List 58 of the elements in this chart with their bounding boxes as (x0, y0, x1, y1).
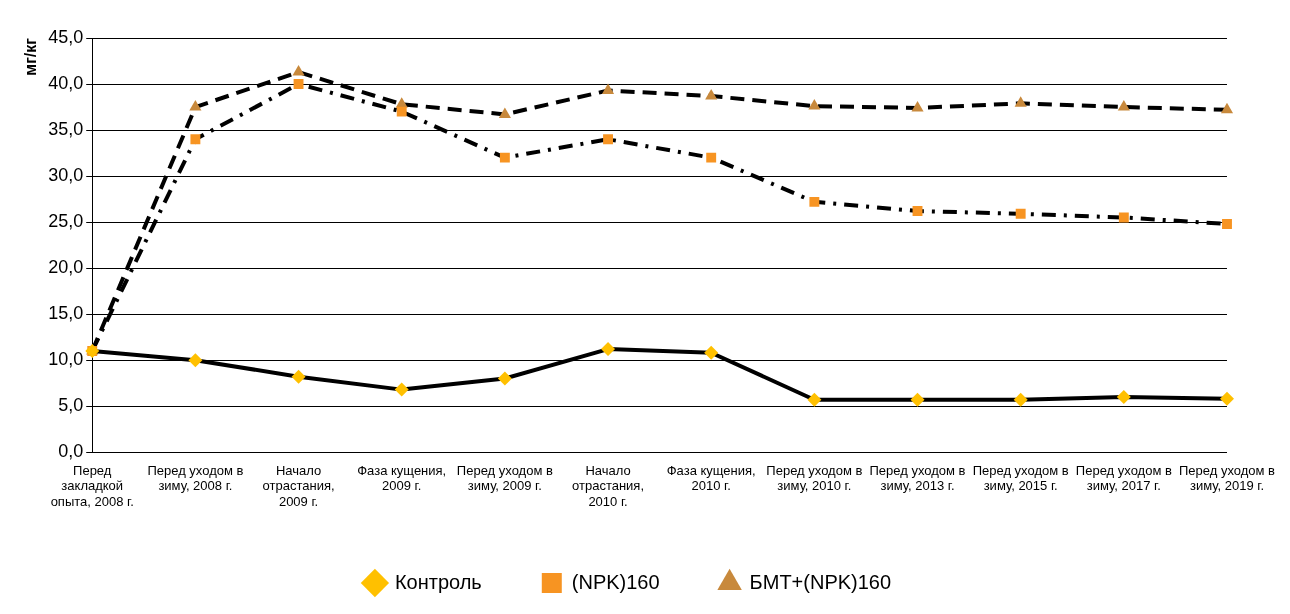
y-tick-label: 35,0 (48, 119, 84, 140)
y-tick-label: 0,0 (58, 441, 84, 462)
point (498, 107, 511, 118)
point (807, 392, 822, 407)
y-axis-title: мг/кг (22, 37, 40, 76)
point (394, 382, 409, 397)
point (1222, 218, 1232, 229)
x-tick-label: Начало отрастания, 2009 г. (262, 462, 335, 509)
point (189, 100, 202, 111)
point (1118, 212, 1129, 223)
point (1219, 391, 1234, 406)
y-tick-label: 5,0 (58, 395, 84, 416)
point (190, 134, 201, 145)
point (911, 100, 924, 112)
y-tick-label: 15,0 (48, 303, 84, 324)
point (188, 353, 203, 368)
y-tick-label: 10,0 (48, 349, 84, 370)
x-tick-label: Перед уходом в зиму, 2013 г. (869, 462, 966, 494)
x-tick-label: Фаза кущения, 2010 г. (666, 462, 756, 494)
point (1015, 208, 1026, 219)
point (499, 152, 510, 163)
point (705, 88, 718, 100)
point (910, 392, 925, 407)
point (497, 371, 512, 386)
x-tick-label: Перед уходом в зиму, 2008 г. (147, 462, 244, 494)
point (601, 342, 616, 357)
x-tick-label: Перед уходом в зиму, 2017 г. (1075, 462, 1172, 494)
point (1014, 96, 1027, 107)
point (809, 196, 820, 207)
y-tick-label: 45,0 (48, 26, 84, 47)
point (396, 106, 407, 117)
legend-label: Контроль (394, 570, 482, 593)
x-tick-label: Перед уходом в зиму, 2010 г. (766, 462, 863, 494)
point (808, 99, 821, 110)
x-tick-label: Фаза кущения, 2009 г. (357, 462, 447, 494)
point (603, 134, 613, 145)
point (706, 152, 717, 163)
x-tick-label: Начало отрастания, 2010 г. (572, 462, 645, 509)
y-tick-label: 25,0 (48, 211, 84, 232)
y-tick-label: 30,0 (48, 165, 84, 186)
point (1220, 102, 1234, 114)
x-tick-label: Перед уходом в зиму, 2009 г. (456, 462, 553, 494)
point (704, 345, 719, 360)
point (292, 65, 305, 76)
point (1117, 100, 1130, 111)
x-tick-label: Перед уходом в зиму, 2019 г. (1178, 462, 1276, 494)
x-tick-label: Перед уходом в зиму, 2015 г. (972, 462, 1069, 494)
point (1013, 392, 1028, 407)
y-tick-label: 40,0 (48, 72, 84, 93)
point (912, 206, 923, 216)
legend-label: БМТ+(NPK)160 (749, 570, 892, 593)
point (1116, 389, 1131, 404)
point (291, 369, 306, 384)
legend-label: (NPK)160 (571, 570, 660, 593)
point (601, 83, 615, 94)
x-tick-label: Перед закладкой опыта, 2008 г. (50, 462, 134, 509)
y-tick-label: 20,0 (48, 257, 84, 278)
point (293, 79, 304, 89)
